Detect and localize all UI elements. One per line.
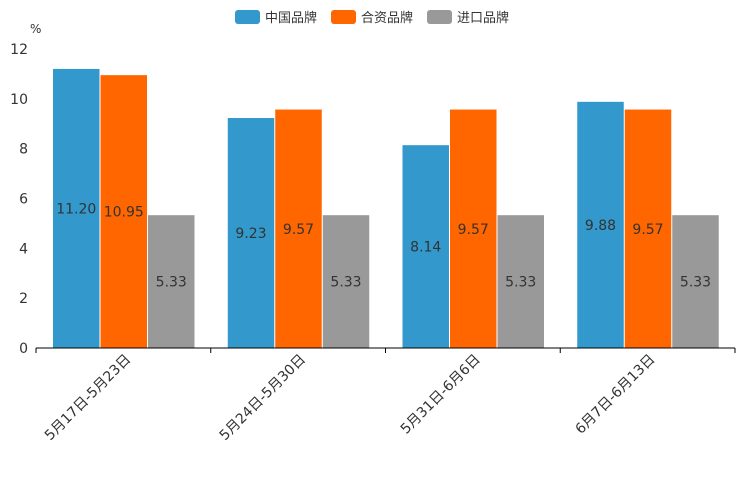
legend-swatch-china	[235, 9, 260, 24]
legend-swatch-import	[427, 9, 453, 24]
bar-1-2	[450, 109, 497, 348]
data-label-2-1: 5.33	[330, 275, 361, 291]
data-label-2-3: 5.33	[680, 275, 711, 291]
legend-label-import: 进口品牌	[457, 11, 510, 26]
data-label-0-0: 11.20	[56, 201, 96, 217]
data-label-2-2: 5.33	[505, 275, 536, 291]
bar-2-1	[322, 215, 370, 348]
legend-item-joint[interactable]: 合资品牌	[331, 7, 413, 26]
bar-0-0	[53, 68, 100, 348]
legend-swatch-joint	[331, 9, 357, 24]
bar-0-2	[402, 145, 449, 348]
legend-item-import[interactable]: 进口品牌	[427, 7, 509, 26]
data-label-1-0: 10.95	[104, 205, 144, 221]
x-tick-label-3: 6月7日-6月13日	[572, 352, 658, 438]
data-label-0-1: 9.23	[235, 226, 266, 242]
bar-0-3	[577, 101, 624, 348]
data-label-0-2: 8.14	[410, 240, 441, 256]
data-label-1-2: 9.57	[458, 222, 489, 238]
y-tick-label-5: 10	[10, 92, 28, 108]
y-tick-label-4: 8	[19, 142, 28, 158]
legend-label-joint: 合资品牌	[361, 11, 414, 26]
x-tick-label-2: 5月31日-6月6日	[398, 352, 484, 438]
bar-1-1	[275, 109, 322, 348]
legend: 中国品牌 合资品牌 进口品牌	[235, 7, 509, 26]
bar-1-3	[624, 109, 672, 348]
bar-1-0	[100, 75, 147, 348]
data-label-1-1: 9.57	[283, 222, 314, 238]
y-tick-label-0: 0	[19, 341, 28, 357]
y-tick-label-6: 12	[10, 42, 28, 58]
data-label-2-0: 5.33	[156, 275, 187, 291]
legend-label-china: 中国品牌	[265, 11, 318, 26]
bar-0-1	[227, 118, 275, 348]
y-tick-label-3: 6	[19, 192, 28, 208]
y-tick-label-2: 4	[19, 241, 28, 257]
bar-2-0	[148, 215, 195, 348]
data-label-1-3: 9.57	[632, 222, 663, 238]
y-axis-unit-label: %	[30, 22, 41, 36]
legend-item-china[interactable]: 中国品牌	[235, 7, 317, 26]
y-tick-label-1: 2	[19, 291, 28, 307]
x-tick-label-0: 5月17日-5月23日	[42, 352, 134, 444]
x-tick-label-1: 5月24日-5月30日	[217, 352, 309, 444]
bar-2-3	[672, 215, 719, 348]
bar-2-2	[497, 215, 544, 348]
data-label-0-3: 9.88	[585, 218, 616, 234]
